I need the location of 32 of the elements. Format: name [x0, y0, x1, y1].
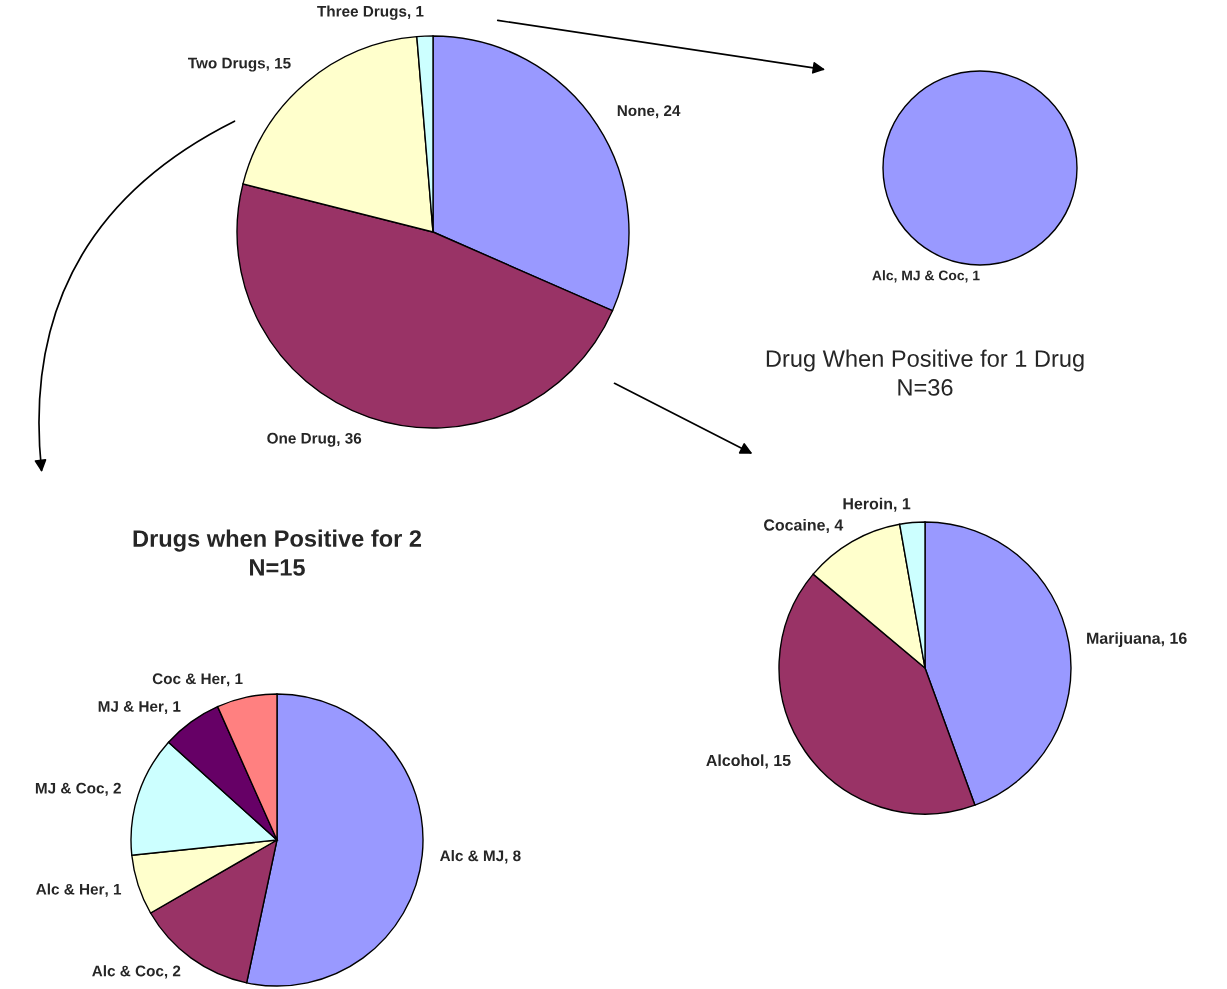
slice-label: Heroin [843, 497, 892, 510]
data-label: , 16 [1161, 632, 1187, 647]
slice-label: Alc & Her [36, 883, 105, 895]
data-label: , 1 [105, 883, 122, 897]
data-label: , 2 [164, 965, 181, 979]
data-label: , 1 [164, 701, 181, 715]
data-label: , 8 [505, 850, 521, 864]
slice-label: Alc & MJ [440, 849, 504, 862]
data-label: , 1 [407, 6, 424, 19]
slice-label: Marijuana [1087, 632, 1161, 648]
slice-label: Three Drugs [317, 5, 407, 20]
chart-title: Drugs when Positive for 2 N=15 [133, 529, 422, 576]
slice-label: None [617, 105, 655, 117]
slice-label: MJ & Her [98, 701, 164, 712]
data-label: , 4 [826, 519, 844, 533]
slice-label: Cocaine [764, 518, 825, 531]
data-label: , 1 [894, 498, 911, 512]
data-label: , 15 [765, 754, 791, 769]
slice-label: MJ & Coc [35, 782, 105, 794]
data-label: , 36 [337, 432, 362, 446]
data-label: , 1 [965, 270, 980, 283]
slice-label: Two Drugs [188, 57, 266, 72]
data-label: , 24 [656, 105, 681, 119]
slice-label: Alc & Coc [92, 965, 164, 977]
slice-label: One Drug [267, 432, 336, 447]
data-label: , 2 [105, 782, 121, 796]
slice-label: Alc, MJ & Coc [872, 270, 965, 283]
slice-label: Coc & Her [152, 673, 226, 685]
chart-title: Drug When Positive for 1 Drug N=36 [766, 349, 1084, 396]
data-label: , 1 [227, 673, 243, 687]
slice-label: Alcohol [706, 754, 764, 767]
data-label: , 15 [266, 57, 291, 71]
